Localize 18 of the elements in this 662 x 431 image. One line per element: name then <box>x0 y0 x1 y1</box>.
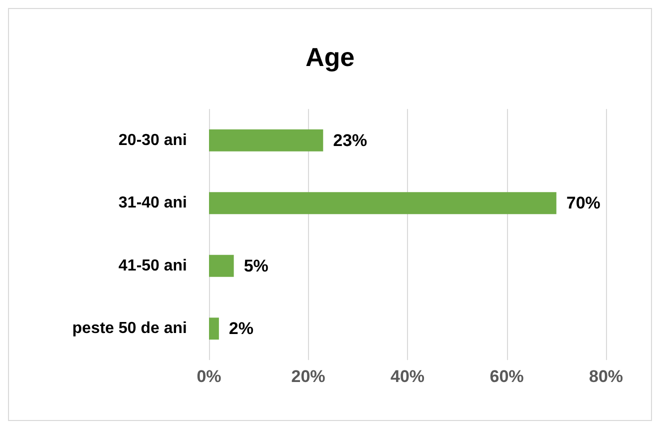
bar <box>209 318 219 340</box>
y-tick-label: 41-50 ani <box>118 257 187 274</box>
x-tick-label: 0% <box>196 367 222 386</box>
chart-title: Age <box>305 42 355 72</box>
data-label: 2% <box>228 319 254 338</box>
x-tick-label: 60% <box>490 367 524 386</box>
x-tick-label: 80% <box>588 367 624 386</box>
bar <box>209 129 324 152</box>
data-label: 23% <box>333 130 368 150</box>
y-tick-label: 20-30 ani <box>118 132 187 149</box>
y-tick-label: 31-40 ani <box>118 194 187 212</box>
data-label: 70% <box>566 194 600 213</box>
data-label: 5% <box>244 256 268 276</box>
bar <box>209 254 234 277</box>
y-tick-label: peste 50 de ani <box>72 320 187 338</box>
x-tick-label: 20% <box>291 367 326 386</box>
x-tick-label: 40% <box>390 367 425 386</box>
bar <box>209 192 556 214</box>
